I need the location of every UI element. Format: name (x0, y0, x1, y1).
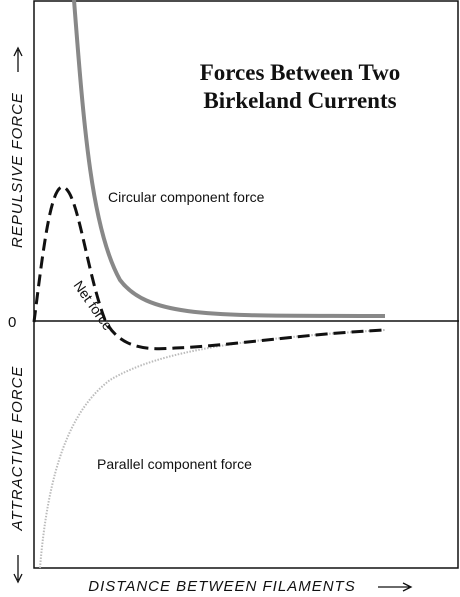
y-axis-label: REPULSIVE FORCE (9, 92, 26, 248)
curve-label: Circular component force (108, 189, 265, 205)
plot-frame (33, 0, 459, 569)
y-axis-label: ATTRACTIVE FORCE (9, 366, 26, 532)
parallel-curve (39, 329, 386, 569)
net-curve (32, 185, 386, 351)
title-line: Forces Between Two (200, 60, 401, 85)
curve-label: Parallel component force (97, 456, 252, 472)
arrow (13, 555, 23, 584)
x-axis-label: DISTANCE BETWEEN FILAMENTS (88, 578, 355, 595)
arrow (378, 582, 413, 592)
zero-label: 0 (8, 314, 16, 331)
title-line: Birkeland Currents (203, 88, 396, 113)
arrow (13, 46, 23, 72)
circular-curve (72, 0, 386, 318)
